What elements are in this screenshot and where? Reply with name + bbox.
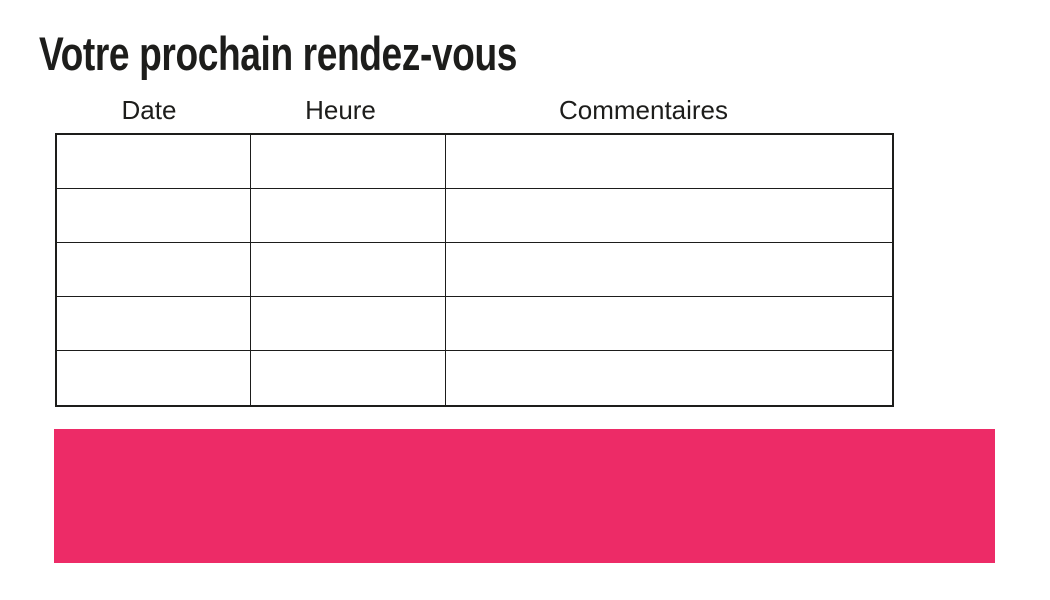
table-cell xyxy=(446,297,892,351)
table-cell xyxy=(57,189,251,243)
table-cell xyxy=(57,351,251,405)
column-header-commentaires: Commentaires xyxy=(558,95,729,125)
table-cell xyxy=(251,135,446,189)
appointments-table xyxy=(55,133,894,407)
table-cell xyxy=(57,297,251,351)
table-cell xyxy=(446,135,892,189)
table-cell xyxy=(251,243,446,297)
table-cell xyxy=(251,189,446,243)
column-header-heure: Heure xyxy=(305,95,376,125)
table-cell xyxy=(446,189,892,243)
column-header-date: Date xyxy=(121,95,177,125)
table-cell xyxy=(446,351,892,405)
footer-accent-bar xyxy=(54,429,995,563)
table-cell xyxy=(446,243,892,297)
table-header-row: Date Heure Commentaires xyxy=(55,97,894,123)
table-cell xyxy=(251,297,446,351)
table-cell xyxy=(57,135,251,189)
table-cell xyxy=(251,351,446,405)
table-cell xyxy=(57,243,251,297)
page-title: Votre prochain rendez-vous xyxy=(39,27,518,80)
